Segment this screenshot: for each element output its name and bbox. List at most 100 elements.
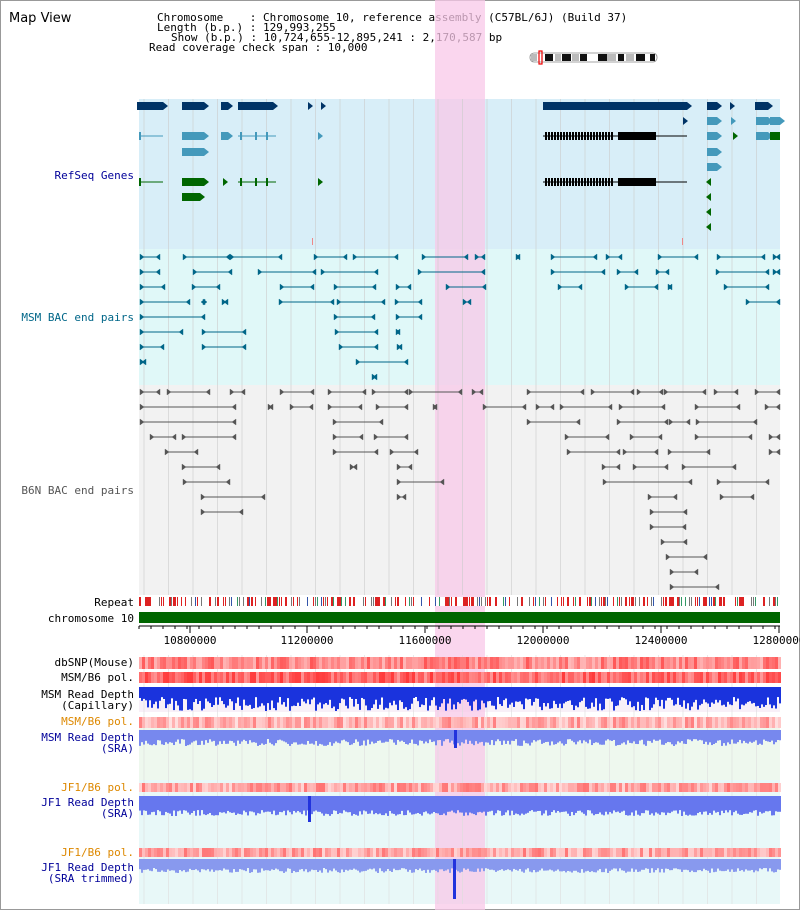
msm-b6-pol-sra-heat xyxy=(499,717,502,728)
msm-sra-depth xyxy=(623,730,625,743)
jf1-sra-depth xyxy=(721,796,723,811)
jf1-trim-depth xyxy=(643,859,645,870)
jf1-b6-pol-heat xyxy=(673,783,676,792)
jf1-b6-pol-heat xyxy=(544,783,547,792)
b6n-bac-pair-end xyxy=(775,433,781,441)
dbsnp-heat xyxy=(691,657,694,669)
msm-b6-pol-heat xyxy=(490,672,493,683)
dbsnp-heat xyxy=(253,657,256,669)
b6n-bac-pair-end xyxy=(225,478,231,486)
jf1-trim-depth xyxy=(419,859,421,869)
msm-sra-depth xyxy=(213,730,215,741)
msm-bac-label[interactable]: MSM BAC end pairs xyxy=(21,311,134,324)
dbsnp-heat xyxy=(454,657,457,669)
jf1-b6-pol-heat xyxy=(202,783,205,792)
refseq-transcript-large-exon xyxy=(563,132,565,140)
msm-b6-pol-sra-heat xyxy=(649,717,652,728)
msm-capillary-depth xyxy=(281,687,283,705)
jf1-sra-depth xyxy=(569,796,571,816)
dbsnp-heat xyxy=(592,657,595,669)
msm-b6-pol-heat xyxy=(481,672,484,683)
jf1-trim-depth xyxy=(329,859,331,871)
b6n-bac-pair-end xyxy=(371,388,377,396)
msm-b6-pol-sra-heat xyxy=(592,717,595,728)
msm-b6-pol-sra-heat xyxy=(286,717,289,728)
msm-capillary-depth xyxy=(715,687,717,700)
msm-sra-depth xyxy=(717,730,719,741)
jf1-b6-pol-heat xyxy=(358,783,361,792)
msm-capillary-depth xyxy=(345,687,347,706)
jf1-sra-depth xyxy=(387,796,389,816)
refseq-gene-arrow xyxy=(717,148,722,156)
jf1-sra-depth xyxy=(423,796,425,813)
jf1-trim-depth xyxy=(445,859,447,871)
jf1-b6-pol-trim-heat xyxy=(691,848,694,857)
msm-b6-pol-heat xyxy=(277,672,280,683)
jf1-sra-depth xyxy=(483,796,485,812)
msm-capillary-depth xyxy=(251,687,253,709)
msm-capillary-depth xyxy=(161,687,163,698)
msm-b6-pol-heat xyxy=(268,672,271,683)
msm-sra-depth xyxy=(449,730,451,743)
jf1-b6-pol-trim-heat xyxy=(688,848,691,857)
msm-capillary-depth xyxy=(223,687,225,705)
jf1-trim-depth xyxy=(299,859,301,870)
dbsnp-heat xyxy=(274,657,277,669)
jf1-b6-pol-heat xyxy=(391,783,394,792)
msm-capillary-depth xyxy=(453,687,455,705)
msm-b6-pol-sra-heat xyxy=(469,717,472,728)
msm-capillary-depth xyxy=(359,687,361,710)
b6n-bac-pair-end xyxy=(649,523,655,531)
b6n-bac-label[interactable]: B6N BAC end pairs xyxy=(21,484,134,497)
dbsnp-heat xyxy=(772,657,775,669)
msm-capillary-depth xyxy=(197,687,199,704)
jf1-b6-pol-heat xyxy=(373,783,376,792)
msm-bac-pair-end xyxy=(764,268,770,276)
msm-sra-depth xyxy=(365,730,367,746)
jf1-trim-depth xyxy=(719,859,721,871)
repeat-element xyxy=(429,597,430,606)
msm-sra-depth xyxy=(221,730,223,744)
msm-capillary-depth xyxy=(211,687,213,707)
msm-capillary-depth xyxy=(247,687,249,706)
b6n-bac-pair-end xyxy=(231,403,237,411)
jf1-b6-pol-trim-heat xyxy=(175,848,178,857)
msm-sra-depth xyxy=(659,730,661,740)
jf1-trim-depth xyxy=(545,859,547,871)
msm-sra-depth xyxy=(219,730,221,742)
jf1-b6-pol-trim-heat xyxy=(298,848,301,857)
jf1-b6-pol-trim-heat xyxy=(769,848,772,857)
msm-capillary-depth xyxy=(315,687,317,711)
msm-b6-pol-sra-heat xyxy=(139,717,142,728)
dbsnp-heat xyxy=(157,657,160,669)
dbsnp-heat xyxy=(229,657,232,669)
jf1-b6-pol-heat xyxy=(454,783,457,792)
msm-capillary-depth xyxy=(563,687,565,704)
b6n-bac-pair-end xyxy=(731,463,737,471)
dbsnp-heat xyxy=(355,657,358,669)
b6n-bac-pair-end xyxy=(478,388,484,396)
msm-capillary-depth xyxy=(369,687,371,711)
refseq-transcript-large-exon xyxy=(590,132,592,140)
msm-b6-pol-sra-heat xyxy=(325,717,328,728)
msm-sra-depth xyxy=(559,730,561,742)
jf1-b6-pol-heat xyxy=(337,783,340,792)
repeat-element xyxy=(685,597,686,606)
jf1-b6-pol-heat xyxy=(262,783,265,792)
repeat-element xyxy=(739,597,741,606)
msm-sra-depth xyxy=(447,730,449,740)
msm-capillary-depth xyxy=(363,687,365,700)
dbsnp-heat xyxy=(307,657,310,669)
jf1-sra-depth xyxy=(769,796,771,811)
b6n-bac-pair-end xyxy=(618,403,624,411)
dbsnp-heat xyxy=(754,657,757,669)
refseq-genes-label[interactable]: RefSeq Genes xyxy=(54,169,134,182)
msm-capillary-depth xyxy=(579,687,581,703)
b6n-bac-pair-end xyxy=(521,403,527,411)
jf1-sra-depth xyxy=(457,796,459,811)
jf1-trim-depth xyxy=(705,859,707,871)
msm-sra-depth xyxy=(733,730,735,744)
dbsnp-heat xyxy=(730,657,733,669)
msm-capillary-depth xyxy=(257,687,259,708)
